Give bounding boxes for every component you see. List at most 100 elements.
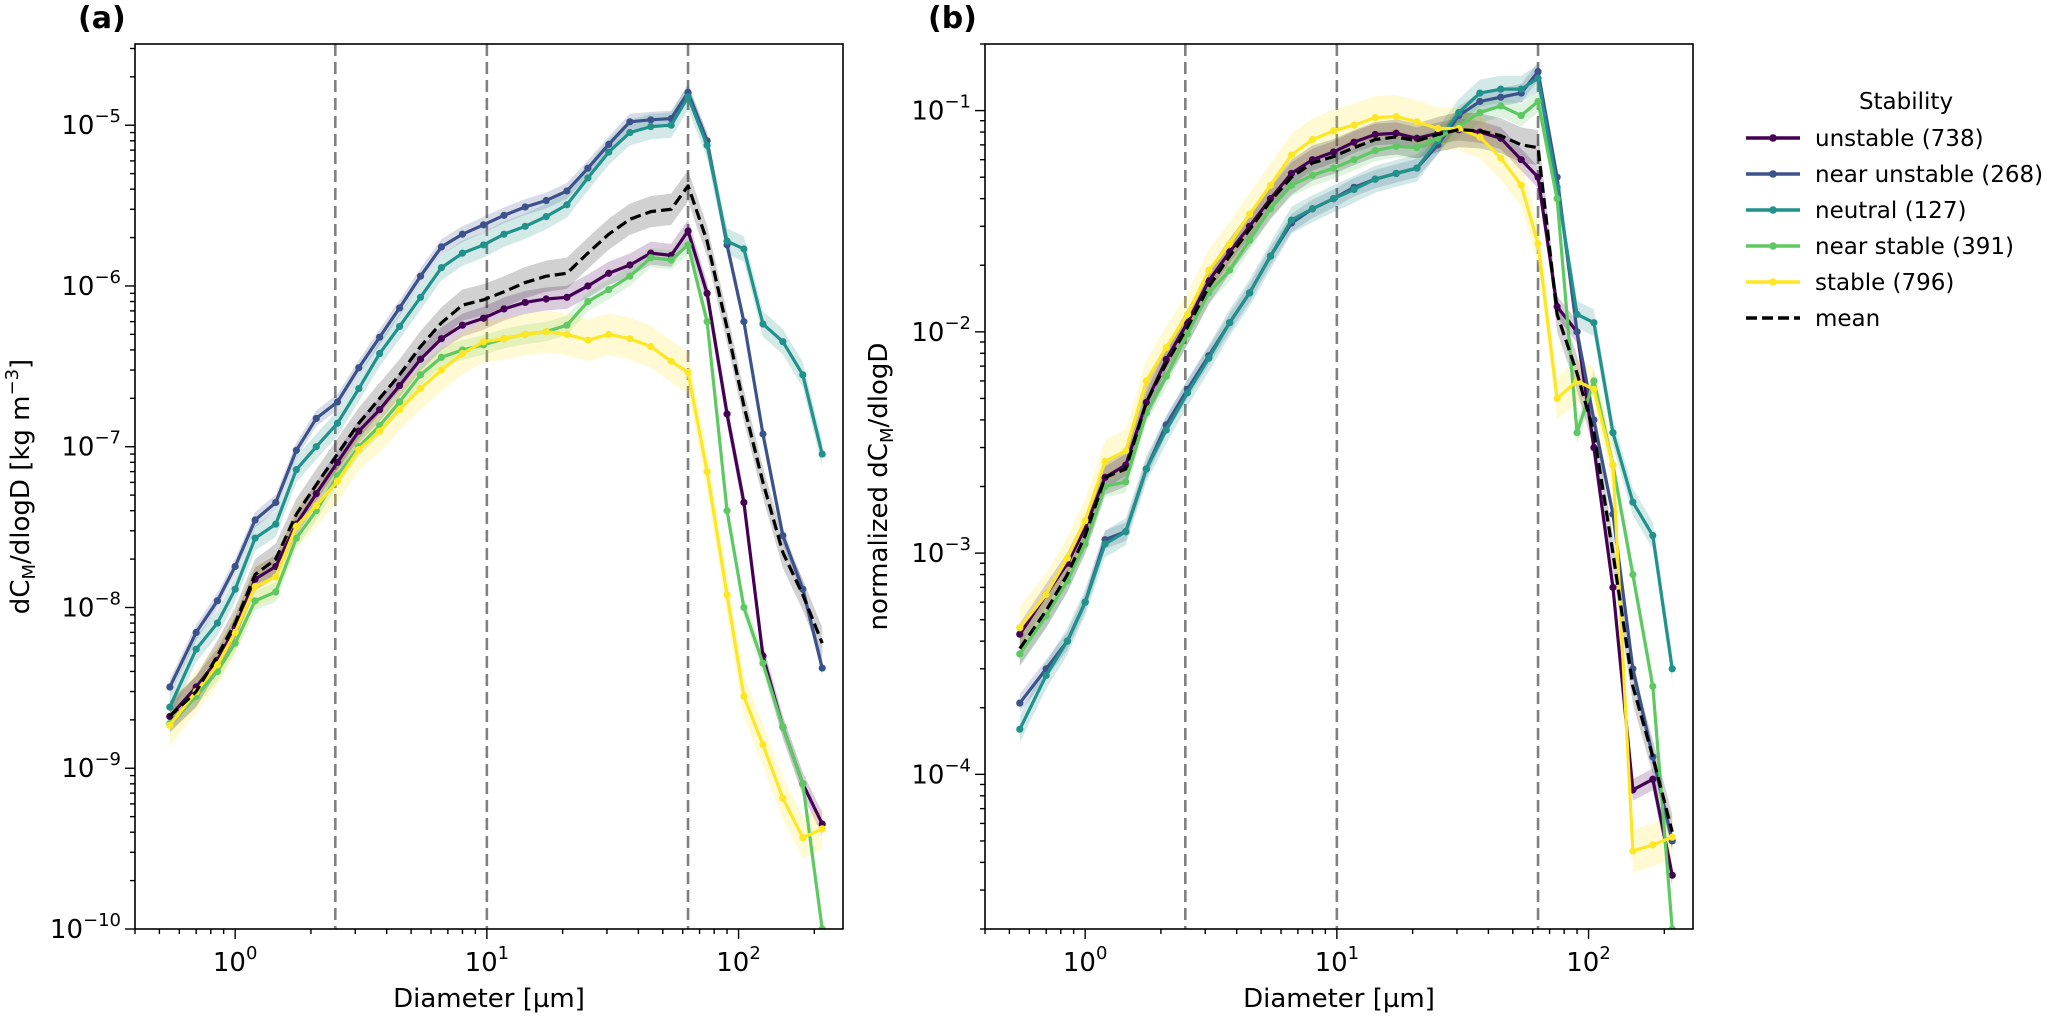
panel-a-point-near-stable-29	[759, 659, 767, 667]
panel-b-point-near-stable-31	[1649, 682, 1657, 690]
panel-a-point-neutral-28	[740, 245, 748, 253]
panel-a-point-near-stable-26	[703, 318, 711, 326]
panel-b-point-neutral-0	[1016, 725, 1024, 733]
legend-entry-mean: mean	[1746, 306, 1880, 332]
panel-a-point-near-stable-31	[799, 780, 807, 788]
panel-a-point-near-stable-24	[667, 256, 675, 264]
panel-b-point-neutral-31	[1649, 531, 1657, 540]
panel-b-point-near-stable-32	[1668, 925, 1676, 929]
panel-a-point-stable-9	[355, 445, 363, 454]
panel-a-point-neutral-8	[333, 419, 342, 427]
panel-a-point-near-stable-6	[292, 534, 300, 542]
panel-b-point-stable-28	[1590, 385, 1598, 393]
panel-b-ytick-label: 10−3	[911, 534, 971, 569]
panel-b-point-stable-8	[1183, 310, 1192, 318]
panel-a-point-neutral-25	[684, 93, 692, 101]
panel-b-xtick-label: 100	[1063, 943, 1108, 978]
panel-b-xtick-label: 101	[1315, 943, 1360, 978]
panel-a-point-stable-16	[500, 335, 508, 343]
panel-b-point-near-unstable-27	[1573, 328, 1581, 336]
panel-a-point-near-unstable-16	[500, 211, 508, 219]
panel-b-point-near-stable-14	[1308, 171, 1317, 179]
panel-b-point-unstable-0	[1016, 630, 1024, 638]
panel-b-point-stable-22	[1476, 133, 1484, 141]
panel-a-point-stable-8	[333, 477, 342, 485]
panel-a-point-unstable-10	[376, 406, 384, 414]
panel-b-point-neutral-23	[1497, 85, 1505, 93]
legend-entry-neutral: neutral (127)	[1746, 198, 1966, 224]
panel-a-point-neutral-11	[395, 322, 404, 331]
panel-b-point-stable-10	[1226, 240, 1234, 248]
panel-a-point-stable-22	[626, 335, 634, 343]
panel-a-point-near-unstable-6	[292, 446, 300, 454]
panel-a-point-unstable-12	[416, 355, 425, 363]
panel-a-point-neutral-9	[355, 384, 363, 393]
panel-a-point-stable-27	[723, 591, 731, 599]
panel-b-band-near-stable	[1019, 90, 1673, 929]
panel-a-point-stable-25	[684, 368, 692, 376]
panel-a-point-neutral-18	[542, 213, 550, 221]
panel-a-band-unstable	[169, 219, 823, 836]
panel-a-point-neutral-3	[231, 585, 239, 593]
legend-marker-near-unstable	[1769, 170, 1777, 178]
legend-entry-near-unstable: near unstable (268)	[1746, 162, 2043, 188]
panel-b-point-stable-3	[1081, 517, 1089, 525]
panel-b-point-unstable-32	[1668, 871, 1676, 879]
legend-label: neutral (127)	[1815, 198, 1966, 224]
panel-a-xtick-label: 101	[465, 943, 510, 978]
panel-b-point-stable-19	[1413, 118, 1421, 126]
panel-a-point-near-unstable-32	[818, 664, 826, 672]
panel-b-point-neutral-16	[1350, 185, 1358, 194]
panel-a-point-neutral-22	[626, 128, 634, 137]
panel-b-point-near-stable-3	[1081, 540, 1089, 548]
panel-a-point-near-unstable-9	[355, 364, 363, 372]
panel-b-point-neutral-4	[1101, 540, 1109, 548]
panel-a-point-stable-19	[563, 330, 571, 338]
panel-b-point-neutral-25	[1534, 74, 1542, 82]
panel-a-point-near-unstable-28	[740, 318, 748, 326]
panel-b-plot: 100 101 102 10−4 10−3 10−2 10−1 Diameter [µm] no…	[864, 43, 1694, 1014]
panel-a-point-near-stable-3	[231, 639, 239, 647]
panel-b-point-neutral-28	[1590, 319, 1598, 327]
panel-b-band-mean	[1019, 112, 1673, 850]
panel-a-point-near-unstable-13	[437, 243, 446, 251]
panel-b-point-unstable-7	[1162, 355, 1170, 364]
panel-a-point-neutral-5	[272, 520, 280, 528]
panel-a-point-stable-6	[292, 522, 300, 530]
panel-a-point-near-unstable-18	[542, 196, 550, 205]
panel-a-point-unstable-13	[437, 335, 446, 343]
panel-a-point-stable-24	[667, 357, 675, 365]
panel-a-ylabel: dCM/dlogD [kg m−3]	[2, 359, 40, 614]
panel-a-point-stable-29	[759, 741, 767, 749]
panel-b-point-near-stable-16	[1350, 156, 1358, 164]
panel-a-point-stable-23	[647, 342, 655, 351]
panel-b-line-near-stable	[1018, 99, 1674, 929]
panel-a-point-neutral-6	[292, 466, 300, 474]
panel-b-point-near-stable-10	[1226, 266, 1234, 274]
panel-a-point-near-unstable-23	[647, 116, 655, 124]
legend: Stability unstable (738) near unstable (2…	[1746, 89, 2043, 332]
panel-a-point-stable-10	[376, 427, 384, 435]
panel-b-point-near-unstable-25	[1534, 68, 1542, 76]
panel-a-point-near-unstable-15	[479, 221, 488, 229]
panel-b-point-near-stable-26	[1553, 195, 1561, 203]
panel-b-point-stable-29	[1609, 461, 1617, 469]
panel-b-ytick-label: 10−2	[911, 313, 971, 348]
panel-b-point-neutral-30	[1629, 498, 1637, 506]
panel-b-xtick-label: 102	[1566, 943, 1611, 978]
panel-b-point-neutral-10	[1226, 319, 1234, 327]
panel-b-point-neutral-3	[1081, 598, 1089, 606]
panel-b-point-near-stable-13	[1287, 181, 1296, 189]
panel-a-point-near-unstable-4	[251, 516, 259, 524]
panel-a-point-neutral-2	[213, 619, 221, 627]
panel-b-point-near-stable-7	[1162, 372, 1170, 380]
panel-b-band-near-unstable	[1019, 62, 1673, 851]
panel-a-point-unstable-9	[355, 427, 363, 435]
panel-b-point-stable-17	[1371, 113, 1379, 122]
panel-b-point-stable-32	[1668, 833, 1676, 841]
panel-a-point-near-stable-25	[684, 241, 692, 249]
panel-b-point-near-stable-24	[1517, 111, 1525, 120]
panel-b-point-stable-24	[1517, 181, 1525, 189]
panel-b-point-near-stable-15	[1329, 164, 1338, 172]
